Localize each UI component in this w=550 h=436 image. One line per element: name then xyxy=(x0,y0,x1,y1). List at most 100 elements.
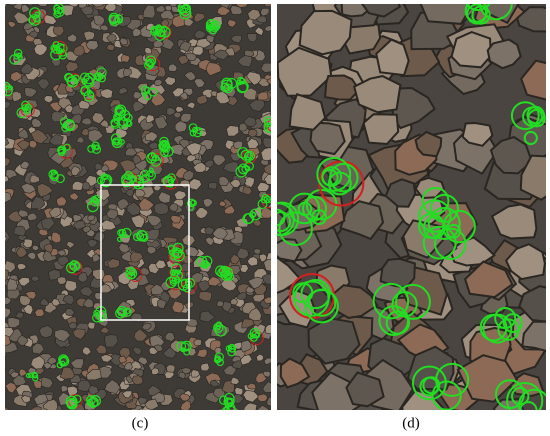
grain xyxy=(5,137,10,146)
grain xyxy=(28,30,39,39)
grain xyxy=(52,25,65,37)
detection-circle xyxy=(257,199,268,210)
grain xyxy=(37,4,48,7)
detection-circle xyxy=(506,382,544,410)
grain xyxy=(36,78,50,90)
detection-circle xyxy=(526,105,545,125)
detection-circle xyxy=(187,198,196,208)
detection-circle xyxy=(141,169,149,177)
grain xyxy=(5,191,12,203)
grain xyxy=(199,139,214,151)
detection-circle xyxy=(125,120,133,128)
grain xyxy=(106,44,115,51)
boundary-red xyxy=(241,149,257,165)
grain xyxy=(80,5,93,16)
grain xyxy=(463,260,514,299)
grain xyxy=(486,38,522,70)
grain xyxy=(87,214,96,222)
grain xyxy=(92,253,101,263)
grain xyxy=(33,380,42,389)
detection-circle xyxy=(249,208,262,221)
grain xyxy=(456,354,519,403)
grain xyxy=(406,345,455,391)
grain xyxy=(48,269,61,281)
grain xyxy=(27,251,36,260)
grain xyxy=(77,271,88,283)
grain xyxy=(164,76,176,86)
grain xyxy=(38,325,53,339)
grain xyxy=(64,279,78,292)
detection-circle xyxy=(225,345,233,352)
grain xyxy=(99,24,109,31)
detection-circle xyxy=(238,163,249,175)
detection-circle xyxy=(17,54,23,61)
grain xyxy=(189,178,202,191)
grain xyxy=(479,4,520,25)
grain xyxy=(7,317,20,328)
grain xyxy=(134,188,146,198)
detection-circle xyxy=(132,233,141,242)
grain xyxy=(202,197,214,208)
grain xyxy=(263,258,271,272)
detection-circle xyxy=(136,230,148,241)
grain xyxy=(521,320,546,352)
grain xyxy=(266,396,271,407)
grain xyxy=(298,9,353,56)
grain xyxy=(17,128,29,140)
grain xyxy=(91,112,105,125)
grain xyxy=(172,111,182,119)
grain xyxy=(6,278,18,291)
right-grains xyxy=(277,4,546,410)
detection-circle xyxy=(179,7,192,20)
grain xyxy=(264,324,271,335)
grain xyxy=(60,384,69,393)
detection-circle xyxy=(236,79,243,86)
grain xyxy=(87,321,96,330)
grain xyxy=(179,91,188,100)
detection-circle xyxy=(140,233,149,242)
detection-circle xyxy=(300,278,331,310)
detection-circle xyxy=(411,365,447,401)
grain xyxy=(209,379,220,388)
grain xyxy=(254,26,264,36)
grain xyxy=(95,344,107,355)
grain xyxy=(43,398,59,410)
grain xyxy=(193,29,207,39)
grain xyxy=(173,190,187,201)
grain xyxy=(82,225,91,234)
grain xyxy=(137,356,149,366)
detection-circle xyxy=(181,340,192,352)
detection-circle xyxy=(202,261,208,267)
detection-circle xyxy=(50,44,58,52)
detection-circle xyxy=(278,211,313,246)
grain xyxy=(72,328,86,340)
detection-circle xyxy=(171,263,182,274)
grain xyxy=(43,243,54,253)
detection-circle xyxy=(251,212,257,218)
grain xyxy=(25,4,34,7)
grain xyxy=(230,5,243,15)
grain xyxy=(13,225,27,237)
boundary-red xyxy=(128,267,143,282)
grain xyxy=(165,364,176,373)
grain xyxy=(219,4,231,9)
grain xyxy=(263,357,271,366)
grain xyxy=(86,369,102,381)
grain xyxy=(153,184,162,192)
grain xyxy=(57,255,70,267)
grain xyxy=(461,121,494,147)
detection-circle xyxy=(115,307,126,319)
grain xyxy=(266,77,271,86)
grain xyxy=(28,140,38,149)
grain xyxy=(248,99,266,112)
detection-circle xyxy=(57,146,65,154)
grain xyxy=(144,47,153,55)
grain xyxy=(175,105,185,113)
detection-circle xyxy=(263,195,271,204)
grain xyxy=(154,344,164,352)
detection-circle xyxy=(58,355,70,367)
grain xyxy=(19,63,34,75)
grain xyxy=(279,357,311,389)
grain xyxy=(151,367,160,375)
grain xyxy=(147,385,162,396)
